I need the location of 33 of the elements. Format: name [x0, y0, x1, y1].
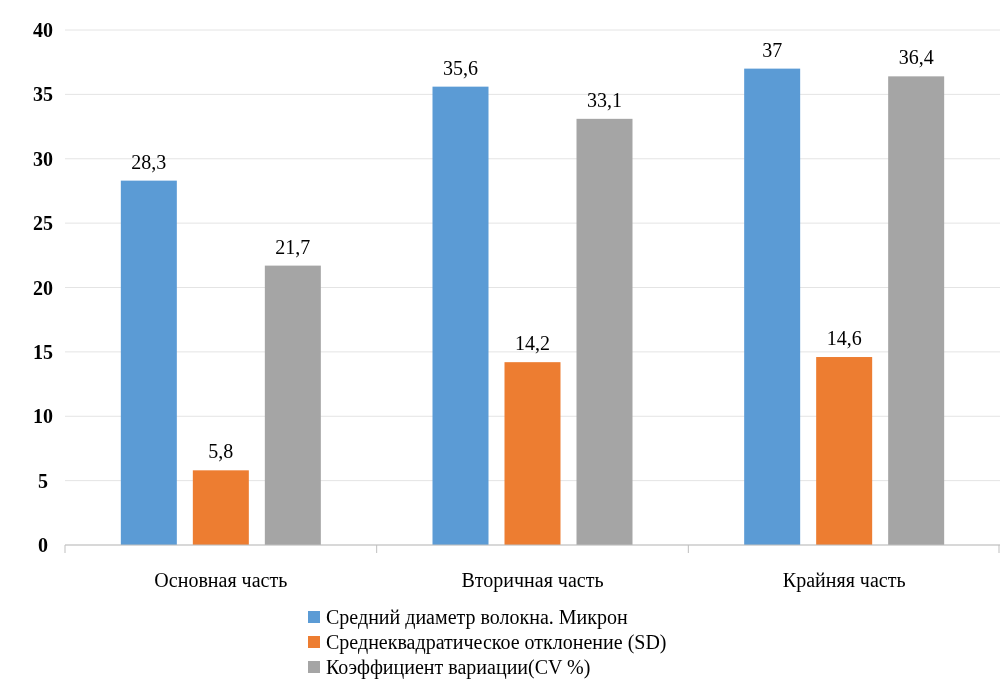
bar	[576, 118, 633, 545]
bar	[432, 86, 489, 545]
y-tick-label: 30	[33, 147, 53, 170]
data-label: 35,6	[443, 56, 478, 79]
bar	[888, 76, 945, 545]
bar	[120, 180, 177, 545]
bar	[192, 470, 249, 545]
y-tick-label: 10	[33, 405, 53, 428]
data-label: 14,2	[515, 332, 550, 355]
y-tick-label: 0	[38, 534, 48, 556]
bar	[504, 362, 561, 545]
y-tick-label: 15	[33, 340, 53, 363]
x-tick-label: Вторичная часть	[461, 569, 604, 592]
data-label: 14,6	[826, 327, 862, 350]
x-tick-label: Крайняя часть	[782, 569, 906, 592]
bar	[744, 68, 801, 545]
x-tick-label: Основная часть	[154, 569, 288, 591]
y-tick-label: 5	[38, 469, 48, 492]
y-tick-label: 40	[33, 19, 53, 41]
legend-label: Коэффициент вариации(CV %)	[326, 656, 591, 679]
data-label: 28,3	[131, 150, 167, 173]
legend-label: Средний диаметр волокна. Микрон	[326, 606, 629, 629]
legend-label: Среднеквадратическое отклонение (SD)	[326, 631, 667, 654]
y-tick-label: 20	[33, 276, 53, 299]
y-tick-label: 35	[33, 83, 53, 106]
data-label: 37	[762, 38, 783, 61]
data-label: 5,8	[208, 440, 234, 463]
data-label: 36,4	[898, 46, 934, 69]
bar	[264, 265, 321, 545]
bar	[816, 357, 873, 545]
y-tick-label: 25	[33, 212, 53, 235]
data-label: 33,1	[587, 88, 622, 111]
data-label: 21,7	[275, 235, 311, 258]
